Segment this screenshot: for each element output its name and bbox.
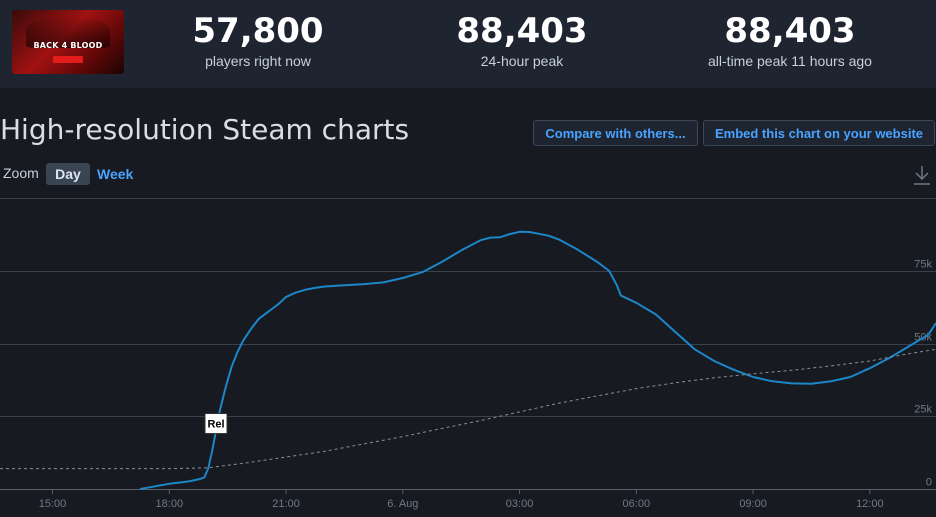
current-players-value: 57,800 (192, 11, 324, 51)
zoom-day-button[interactable]: Day (46, 163, 90, 185)
chart-annotations: Rel (204, 413, 228, 435)
y-tick-label: 25k (914, 404, 932, 416)
all-time-peak-value: 88,403 (724, 11, 856, 51)
x-tick-label: 6. Aug (387, 498, 418, 510)
peak-24h-value: 88,403 (456, 11, 588, 51)
game-cover-icon[interactable]: BACK 4 BLOOD (12, 10, 124, 74)
embed-chart-button[interactable]: Embed this chart on your website (703, 120, 935, 146)
all-time-peak-label: all-time peak 11 hours ago (708, 53, 872, 69)
release-flag-label: Rel (207, 419, 224, 431)
header-bar: BACK 4 BLOOD 57,800 players right now 88… (0, 0, 936, 88)
compare-button[interactable]: Compare with others... (533, 120, 698, 146)
trend-line (0, 348, 936, 470)
page-title: High-resolution Steam charts (0, 113, 410, 146)
cover-figures (26, 18, 110, 48)
stat-current-players: 57,800 players right now (178, 12, 338, 69)
players-series-line (139, 230, 936, 490)
stat-24h-peak: 88,403 24-hour peak (432, 12, 612, 69)
release-flag-box (204, 413, 228, 435)
download-icon[interactable] (912, 163, 932, 187)
zoom-week-button[interactable]: Week (97, 166, 134, 182)
x-tick-label: 18:00 (156, 498, 184, 510)
zoom-label: Zoom (3, 165, 39, 181)
open-beta-badge (53, 56, 83, 63)
x-axis-labels: 15:00 18:00 21:00 6. Aug 03:00 06:00 09:00 12:0… (39, 489, 884, 510)
game-logo-text: BACK 4 BLOOD (33, 41, 103, 50)
x-tick-label: 06:00 (623, 498, 651, 510)
y-tick-label: 0 (926, 477, 932, 489)
stat-all-time-peak: 88,403 all-time peak 11 hours ago (680, 12, 900, 69)
x-tick-label: 15:00 (39, 498, 67, 510)
x-tick-label: 03:00 (506, 498, 534, 510)
chart-series (0, 230, 936, 490)
x-tick-label: 12:00 (856, 498, 884, 510)
x-tick-label: 21:00 (272, 498, 300, 510)
current-players-label: players right now (205, 53, 311, 69)
chart-gridlines (0, 198, 936, 490)
x-tick-label: 09:00 (739, 498, 767, 510)
peak-24h-label: 24-hour peak (480, 53, 564, 69)
y-tick-label: 75k (914, 259, 932, 271)
